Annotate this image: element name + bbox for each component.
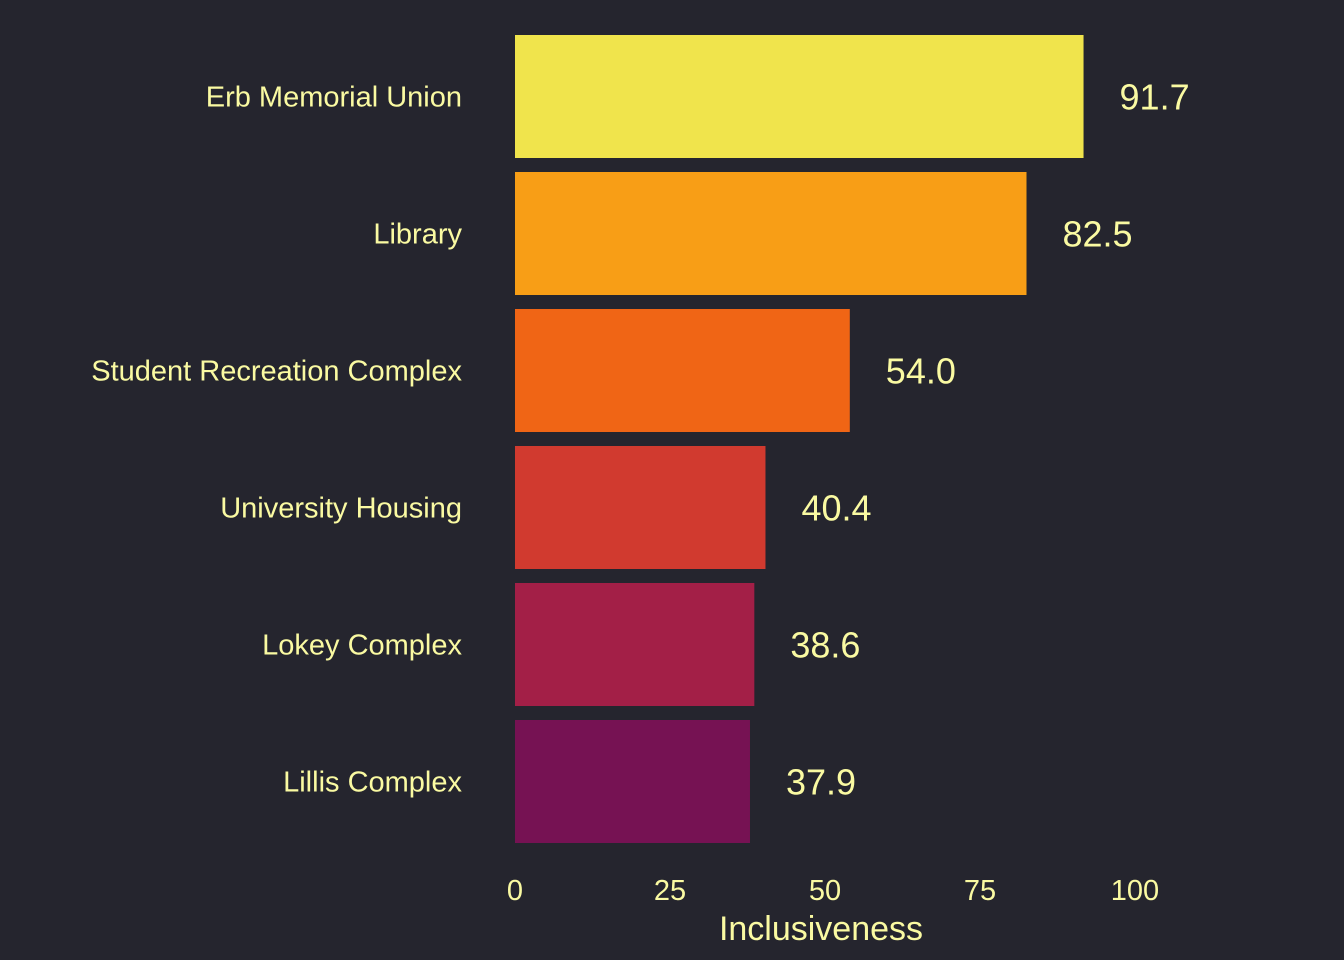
bar-3: [515, 446, 766, 569]
bar-1: [515, 172, 1027, 295]
bar-0: [515, 35, 1084, 158]
bar-5: [515, 720, 750, 843]
category-labels-group: Erb Memorial Union Library Student Recreat…: [91, 82, 462, 799]
value-label-2: 54.0: [886, 351, 956, 392]
bar-4: [515, 583, 755, 706]
x-axis-title: Inclusiveness: [719, 910, 923, 948]
x-tick-label-4: 100: [1111, 875, 1159, 907]
x-tick-label-0: 0: [507, 875, 523, 907]
category-label-5: Lillis Complex: [283, 767, 462, 799]
value-label-5: 37.9: [786, 762, 856, 803]
value-label-4: 38.6: [790, 625, 860, 666]
category-label-0: Erb Memorial Union: [206, 82, 462, 114]
bar-2: [515, 309, 850, 432]
value-labels-group: 91.7 82.5 54.0 40.4 38.6 37.9: [786, 77, 1190, 803]
category-label-4: Lokey Complex: [262, 630, 462, 662]
category-label-2: Student Recreation Complex: [91, 356, 462, 388]
x-tick-label-1: 25: [654, 875, 686, 907]
bars-group: [515, 35, 1084, 843]
x-tick-label-3: 75: [964, 875, 996, 907]
category-label-3: University Housing: [220, 493, 462, 525]
value-label-3: 40.4: [801, 488, 871, 529]
x-tick-label-2: 50: [809, 875, 841, 907]
value-label-1: 82.5: [1063, 214, 1133, 255]
value-label-0: 91.7: [1120, 77, 1190, 118]
x-axis-ticks-group: 0 25 50 75 100: [507, 875, 1159, 907]
category-label-1: Library: [373, 219, 462, 251]
